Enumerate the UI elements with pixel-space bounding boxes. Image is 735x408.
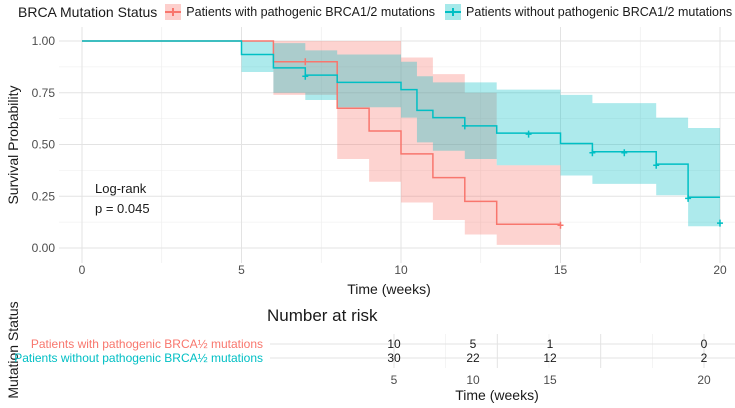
risk-x-axis-label: Time (weeks)	[455, 387, 539, 403]
censor-mark	[685, 194, 692, 202]
risk-value: 12	[543, 351, 557, 365]
risk-value: 5	[469, 337, 477, 351]
confidence-band-series-1	[82, 41, 720, 227]
y-axis-label: Survival Probability	[5, 85, 21, 205]
risk-value: 30	[387, 351, 401, 365]
y-tick-label: 0.50	[32, 138, 56, 152]
legend-label-no-mutation: Patients without pathogenic BRCA1/2 muta…	[466, 5, 733, 19]
confidence-band-series-0	[82, 41, 561, 245]
y-tick-label: 0.00	[32, 241, 56, 255]
censor-mark	[621, 149, 628, 157]
y-tick-label: 0.75	[32, 86, 56, 100]
censor-mark	[717, 219, 723, 227]
legend-key-mutation[interactable]	[165, 4, 182, 20]
x-axis-label: Time (weeks)	[347, 281, 431, 297]
x-tick-label: 15	[554, 263, 568, 277]
censor-mark	[461, 122, 468, 130]
x-tick-label: 20	[713, 263, 727, 277]
x-tick-label: 5	[238, 263, 245, 277]
risk-row-label-no-mutation: Patients without pathogenic BRCA½ mutati…	[14, 351, 263, 365]
risk-row-label-mutation: Patients with pathogenic BRCA½ mutations	[30, 337, 263, 351]
risk-value: 10	[387, 337, 401, 351]
x-tick-label: 10	[394, 263, 408, 277]
censor-mark	[557, 221, 564, 229]
y-tick-label: 1.00	[32, 34, 56, 48]
censor-mark	[525, 130, 532, 138]
censor-mark	[302, 72, 309, 80]
risk-value: 2	[700, 351, 708, 365]
x-tick-label: 0	[79, 263, 86, 277]
p-value-label: p = 0.045	[95, 201, 150, 216]
censor-mark	[302, 58, 309, 66]
risk-x-tick-label: 15	[543, 373, 557, 387]
legend: BRCA Mutation Status Patients with patho…	[18, 3, 735, 21]
risk-table-y-label: Mutation Status	[5, 301, 21, 399]
risk-x-tick-label: 20	[697, 373, 711, 387]
risk-x-tick-label: 10	[466, 373, 480, 387]
risk-x-tick-label: 5	[390, 373, 398, 387]
logrank-label: Log-rank	[95, 181, 147, 196]
censor-mark	[589, 149, 596, 157]
censor-mark	[653, 161, 660, 169]
y-tick-label: 0.25	[32, 189, 56, 203]
legend-label-mutation: Patients with pathogenic BRCA1/2 mutatio…	[186, 5, 436, 19]
legend-key-no-mutation[interactable]	[445, 4, 462, 20]
legend-title: BRCA Mutation Status	[18, 4, 158, 20]
risk-value: 0	[700, 337, 708, 351]
risk-value: 1	[546, 337, 554, 351]
risk-value: 22	[466, 351, 480, 365]
risk-table-title: Number at risk	[267, 306, 378, 325]
